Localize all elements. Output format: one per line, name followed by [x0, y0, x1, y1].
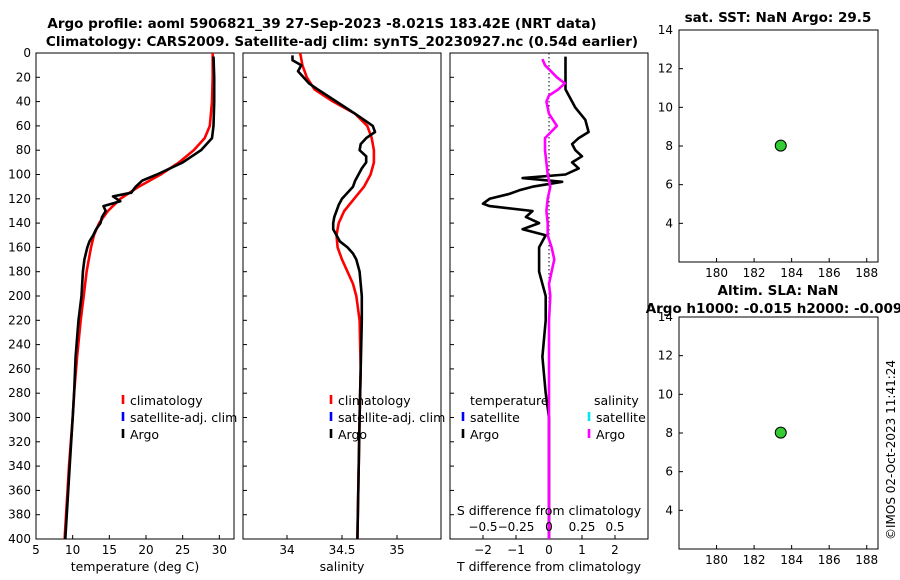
sla_panel-xtick-label: 182 — [743, 553, 766, 567]
temperature-series-argo — [64, 56, 216, 540]
salinity-xlabel: salinity — [320, 559, 365, 574]
differences-xlabel: T difference from climatology — [456, 559, 642, 574]
sst_panel-title: sat. SST: NaN Argo: 29.5 — [685, 10, 872, 26]
figure-title-line1: Argo profile: aoml 5906821_39 27-Sep-202… — [47, 16, 596, 32]
sla_panel-title: Altim. SLA: NaN — [718, 283, 839, 299]
temperature-ytick-label: 60 — [16, 119, 31, 133]
salinity-difference-tick-label: 0.25 — [569, 520, 596, 534]
temperature-xtick-label: 20 — [138, 543, 153, 557]
temperature-ytick-label: 280 — [8, 386, 31, 400]
salinity-xtick-label: 34 — [279, 543, 294, 557]
salinity-difference-tick-label: 0 — [545, 520, 553, 534]
legend-label-temperature-satellite: satellite — [470, 410, 520, 425]
temperature-axes-frame — [35, 52, 235, 540]
temperature-xtick-label: 30 — [212, 543, 227, 557]
sst_panel-ytick-label: 4 — [665, 216, 673, 230]
salinity-legend-label-1: satellite-adj. clim — [338, 410, 445, 425]
temperature-ytick-label: 140 — [8, 216, 31, 230]
temperature-ytick-label: 20 — [16, 70, 31, 84]
sst_panel-xtick-label: 180 — [705, 266, 728, 280]
sst_panel-xtick-label: 186 — [818, 266, 841, 280]
temperature-ytick-label: 260 — [8, 362, 31, 376]
salinity-xtick-label: 35 — [389, 543, 404, 557]
sst_panel-ytick-label: 14 — [658, 23, 673, 37]
sst_panel-ytick-label: 8 — [665, 139, 673, 153]
salinity-series-argo — [291, 55, 377, 540]
salinity-axes-frame — [242, 52, 442, 540]
sla_panel-xtick-label: 180 — [705, 553, 728, 567]
temperature-ytick-label: 120 — [8, 192, 31, 206]
sst_panel-argo-point — [774, 139, 787, 152]
differences-xtick-label: −1 — [507, 543, 525, 557]
differences-xtick-label: −2 — [474, 543, 492, 557]
temperature-xlabel: temperature (deg C) — [71, 559, 200, 574]
temperature-series-climatology — [63, 53, 214, 540]
differences-xtick-label: 2 — [611, 543, 619, 557]
temperature-legend-label-2: Argo — [130, 427, 159, 442]
differences-xtick-label: 0 — [545, 543, 553, 557]
salinity-legend-label-2: Argo — [338, 427, 367, 442]
sla_panel-argo-point — [774, 426, 787, 439]
temperature-ytick-label: 200 — [8, 289, 31, 303]
salinity-difference-tick-label: −0.5 — [468, 520, 497, 534]
salinity-difference-axis-label: S difference from climatology — [457, 503, 642, 518]
sla_panel-xtick-label: 186 — [818, 553, 841, 567]
legend-label-temperature-argo: Argo — [470, 427, 499, 442]
temperature-xtick-label: 15 — [102, 543, 117, 557]
temperature-legend-label-0: climatology — [130, 393, 203, 408]
temperature-difference-series — [481, 56, 590, 539]
temperature-ytick-label: 180 — [8, 265, 31, 279]
salinity-difference-tick-label: 0.5 — [605, 520, 624, 534]
temperature-ytick-label: 300 — [8, 411, 31, 425]
sla_panel-ytick-label: 12 — [658, 349, 673, 363]
temperature-ytick-label: 100 — [8, 168, 31, 182]
sst_panel-ytick-label: 6 — [665, 178, 673, 192]
temperature-ytick-label: 220 — [8, 313, 31, 327]
sla_panel-xtick-label: 188 — [855, 553, 878, 567]
sla_panel-ytick-label: 10 — [658, 387, 673, 401]
temperature-ytick-label: 320 — [8, 435, 31, 449]
sst_panel-xtick-label: 182 — [743, 266, 766, 280]
temperature-ytick-label: 0 — [23, 46, 31, 60]
temperature-ytick-label: 360 — [8, 483, 31, 497]
legend-label-salinity-satellite: satellite — [596, 410, 646, 425]
salinity-legend-label-0: climatology — [338, 393, 411, 408]
temperature-ytick-label: 380 — [8, 508, 31, 522]
differences-xtick-label: 1 — [578, 543, 586, 557]
temperature-ytick-label: 80 — [16, 143, 31, 157]
temperature-ytick-label: 400 — [8, 532, 31, 546]
sst_panel-xtick-label: 188 — [855, 266, 878, 280]
sla_panel-ytick-label: 8 — [665, 426, 673, 440]
temperature-ytick-label: 40 — [16, 95, 31, 109]
sst_panel-ytick-label: 10 — [658, 100, 673, 114]
temperature-legend-label-1: satellite-adj. clim — [130, 410, 237, 425]
salinity-xtick-label: 34.5 — [329, 543, 356, 557]
sla_panel-ytick-label: 14 — [658, 310, 673, 324]
sst_panel-ytick-label: 12 — [658, 62, 673, 76]
sla_panel-subtitle: Argo h1000: -0.015 h2000: -0.009 — [646, 301, 900, 317]
salinity-difference-series — [541, 58, 567, 539]
sla_panel-ytick-label: 4 — [665, 503, 673, 517]
temperature-xtick-label: 10 — [65, 543, 80, 557]
legend-label-salinity-argo: Argo — [596, 427, 625, 442]
legend-title-salinity: salinity — [594, 393, 639, 408]
temperature-ytick-label: 340 — [8, 459, 31, 473]
copyright-stamp: ©IMOS 02-Oct-2023 11:41:24 — [884, 360, 898, 540]
sla_panel-ytick-label: 6 — [665, 465, 673, 479]
sst_panel-xtick-label: 184 — [780, 266, 803, 280]
sla_panel-xtick-label: 184 — [780, 553, 803, 567]
legend-title-temperature: temperature — [470, 393, 549, 408]
temperature-xtick-label: 25 — [175, 543, 190, 557]
figure-title-line2: Climatology: CARS2009. Satellite-adj cli… — [46, 34, 638, 50]
temperature-xtick-label: 5 — [32, 543, 40, 557]
temperature-ytick-label: 240 — [8, 338, 31, 352]
salinity-series-climatology — [298, 52, 376, 540]
temperature-ytick-label: 160 — [8, 240, 31, 254]
salinity-difference-tick-label: −0.25 — [498, 520, 535, 534]
